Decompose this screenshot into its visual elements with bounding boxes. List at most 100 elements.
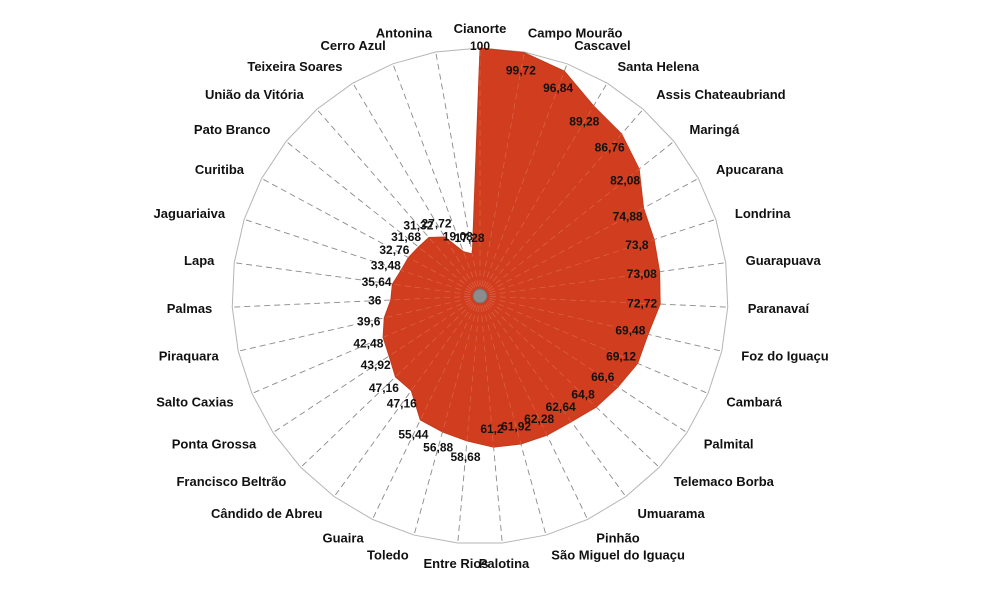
radar-inner-spoke [479, 133, 622, 297]
value-label: 74,88 [613, 210, 643, 224]
radar-inner-spoke [479, 295, 619, 388]
radar-inner-spoke [466, 295, 481, 441]
radar-inner-spoke [479, 168, 640, 297]
category-label: Francisco Beltrão [176, 474, 286, 489]
category-label: Guarapuava [746, 253, 822, 268]
radar-inner-spoke [479, 105, 594, 297]
category-label: Pato Branco [194, 122, 271, 137]
category-label: Entre Rios [423, 556, 488, 571]
radar-inner-spoke [384, 295, 481, 319]
value-label: 62,64 [546, 400, 576, 414]
value-label: 58,68 [450, 450, 480, 464]
value-label: 66,6 [591, 370, 615, 384]
value-label: 72,72 [627, 296, 657, 310]
value-label: 47,16 [387, 397, 417, 411]
radar-inner-spoke [479, 207, 644, 297]
category-label: Cianorte [454, 21, 507, 36]
radar-inner-spoke [408, 257, 481, 297]
value-label: 69,12 [606, 349, 636, 363]
category-label: União da Vitória [205, 87, 304, 102]
category-label: Campo Mourão [528, 25, 623, 40]
value-label: 31,68 [391, 230, 421, 244]
category-label: Foz do Iguaçu [741, 349, 828, 364]
value-label: 56,88 [423, 440, 453, 454]
category-label: Telemaco Borba [674, 474, 775, 489]
category-label: Palmital [704, 437, 754, 452]
value-label: 43,92 [361, 358, 391, 372]
radar-inner-spoke [479, 239, 655, 297]
category-label: Curitiba [195, 162, 245, 177]
value-label: 73,08 [627, 267, 657, 281]
value-label: 100 [470, 39, 490, 53]
value-label: 55,44 [398, 427, 428, 441]
category-label: Apucarana [716, 162, 784, 177]
value-label: 32,76 [379, 243, 409, 257]
value-label: 96,84 [543, 81, 573, 95]
value-label: 17,28 [454, 231, 484, 245]
category-label: Piraquara [159, 349, 220, 364]
radar-inner-spoke [442, 295, 481, 433]
value-label: 36 [368, 294, 382, 308]
category-label: Cambará [726, 394, 782, 409]
category-label: Teixeira Soares [247, 59, 342, 74]
category-label: Londrina [735, 206, 791, 221]
radar-inner-spoke [479, 295, 548, 436]
value-label: 33,48 [371, 258, 401, 272]
radar-inner-spoke [479, 295, 638, 364]
category-label: Guaira [323, 531, 365, 546]
value-label: 86,76 [595, 141, 625, 155]
category-label: São Miguel do Iguaçu [551, 547, 685, 562]
radar-inner-spoke [479, 52, 525, 297]
category-label: Pinhão [596, 531, 639, 546]
radar-inner-spoke [472, 253, 481, 297]
value-label: 42,48 [353, 337, 383, 351]
category-label: Ponta Grossa [172, 437, 257, 452]
radar-inner-spoke [463, 251, 481, 297]
category-label: Antonina [376, 25, 433, 40]
value-label: 82,08 [610, 173, 640, 187]
radar-inner-spoke [428, 237, 481, 297]
value-label: 47,16 [369, 381, 399, 395]
radar-inner-spoke [479, 295, 522, 445]
value-label: 89,28 [569, 114, 599, 128]
category-label: Cerro Azul [321, 38, 386, 53]
category-label: Umuarama [638, 506, 706, 521]
value-label: 61,92 [501, 420, 531, 434]
category-label: Santa Helena [618, 59, 700, 74]
category-label: Maringá [690, 122, 741, 137]
radar-inner-spoke [418, 246, 481, 297]
category-label: Lapa [184, 253, 215, 268]
category-label: Jaguariaiva [154, 206, 226, 221]
radar-inner-spoke [479, 295, 661, 305]
radar-inner-spoke [390, 295, 481, 301]
radar-inner-spoke [388, 295, 481, 357]
radar-inner-spoke [479, 295, 597, 408]
category-label: Paranavaí [748, 301, 810, 316]
category-label: Salto Caxias [156, 394, 233, 409]
radar-inner-spoke [392, 283, 481, 297]
category-label: Palotina [479, 556, 530, 571]
category-label: Toledo [367, 547, 409, 562]
value-label: 62,28 [524, 412, 554, 426]
category-label: Palmas [167, 301, 213, 316]
radar-inner-spoke [479, 271, 660, 297]
category-label: Assis Chateaubriand [656, 87, 785, 102]
radar-inner-spoke [479, 295, 572, 422]
value-label: 19,08 [443, 230, 473, 244]
value-label: 31,32 [403, 219, 433, 233]
value-label: 61,2 [480, 422, 504, 436]
radar-inner-spoke [479, 295, 649, 335]
radar-center-dot [472, 288, 488, 304]
value-label: 73,8 [625, 238, 649, 252]
value-label: 35,64 [362, 275, 392, 289]
value-label: 64,8 [571, 388, 595, 402]
value-label: 69,48 [615, 323, 645, 337]
radar-outer-ring [231, 47, 729, 544]
category-label: Cândido de Abreu [211, 506, 323, 521]
radar-inner-spoke [479, 71, 565, 297]
radar-inner-spoke [444, 236, 481, 297]
radar-inner-spoke [400, 270, 481, 297]
value-label: 39,6 [357, 314, 381, 328]
